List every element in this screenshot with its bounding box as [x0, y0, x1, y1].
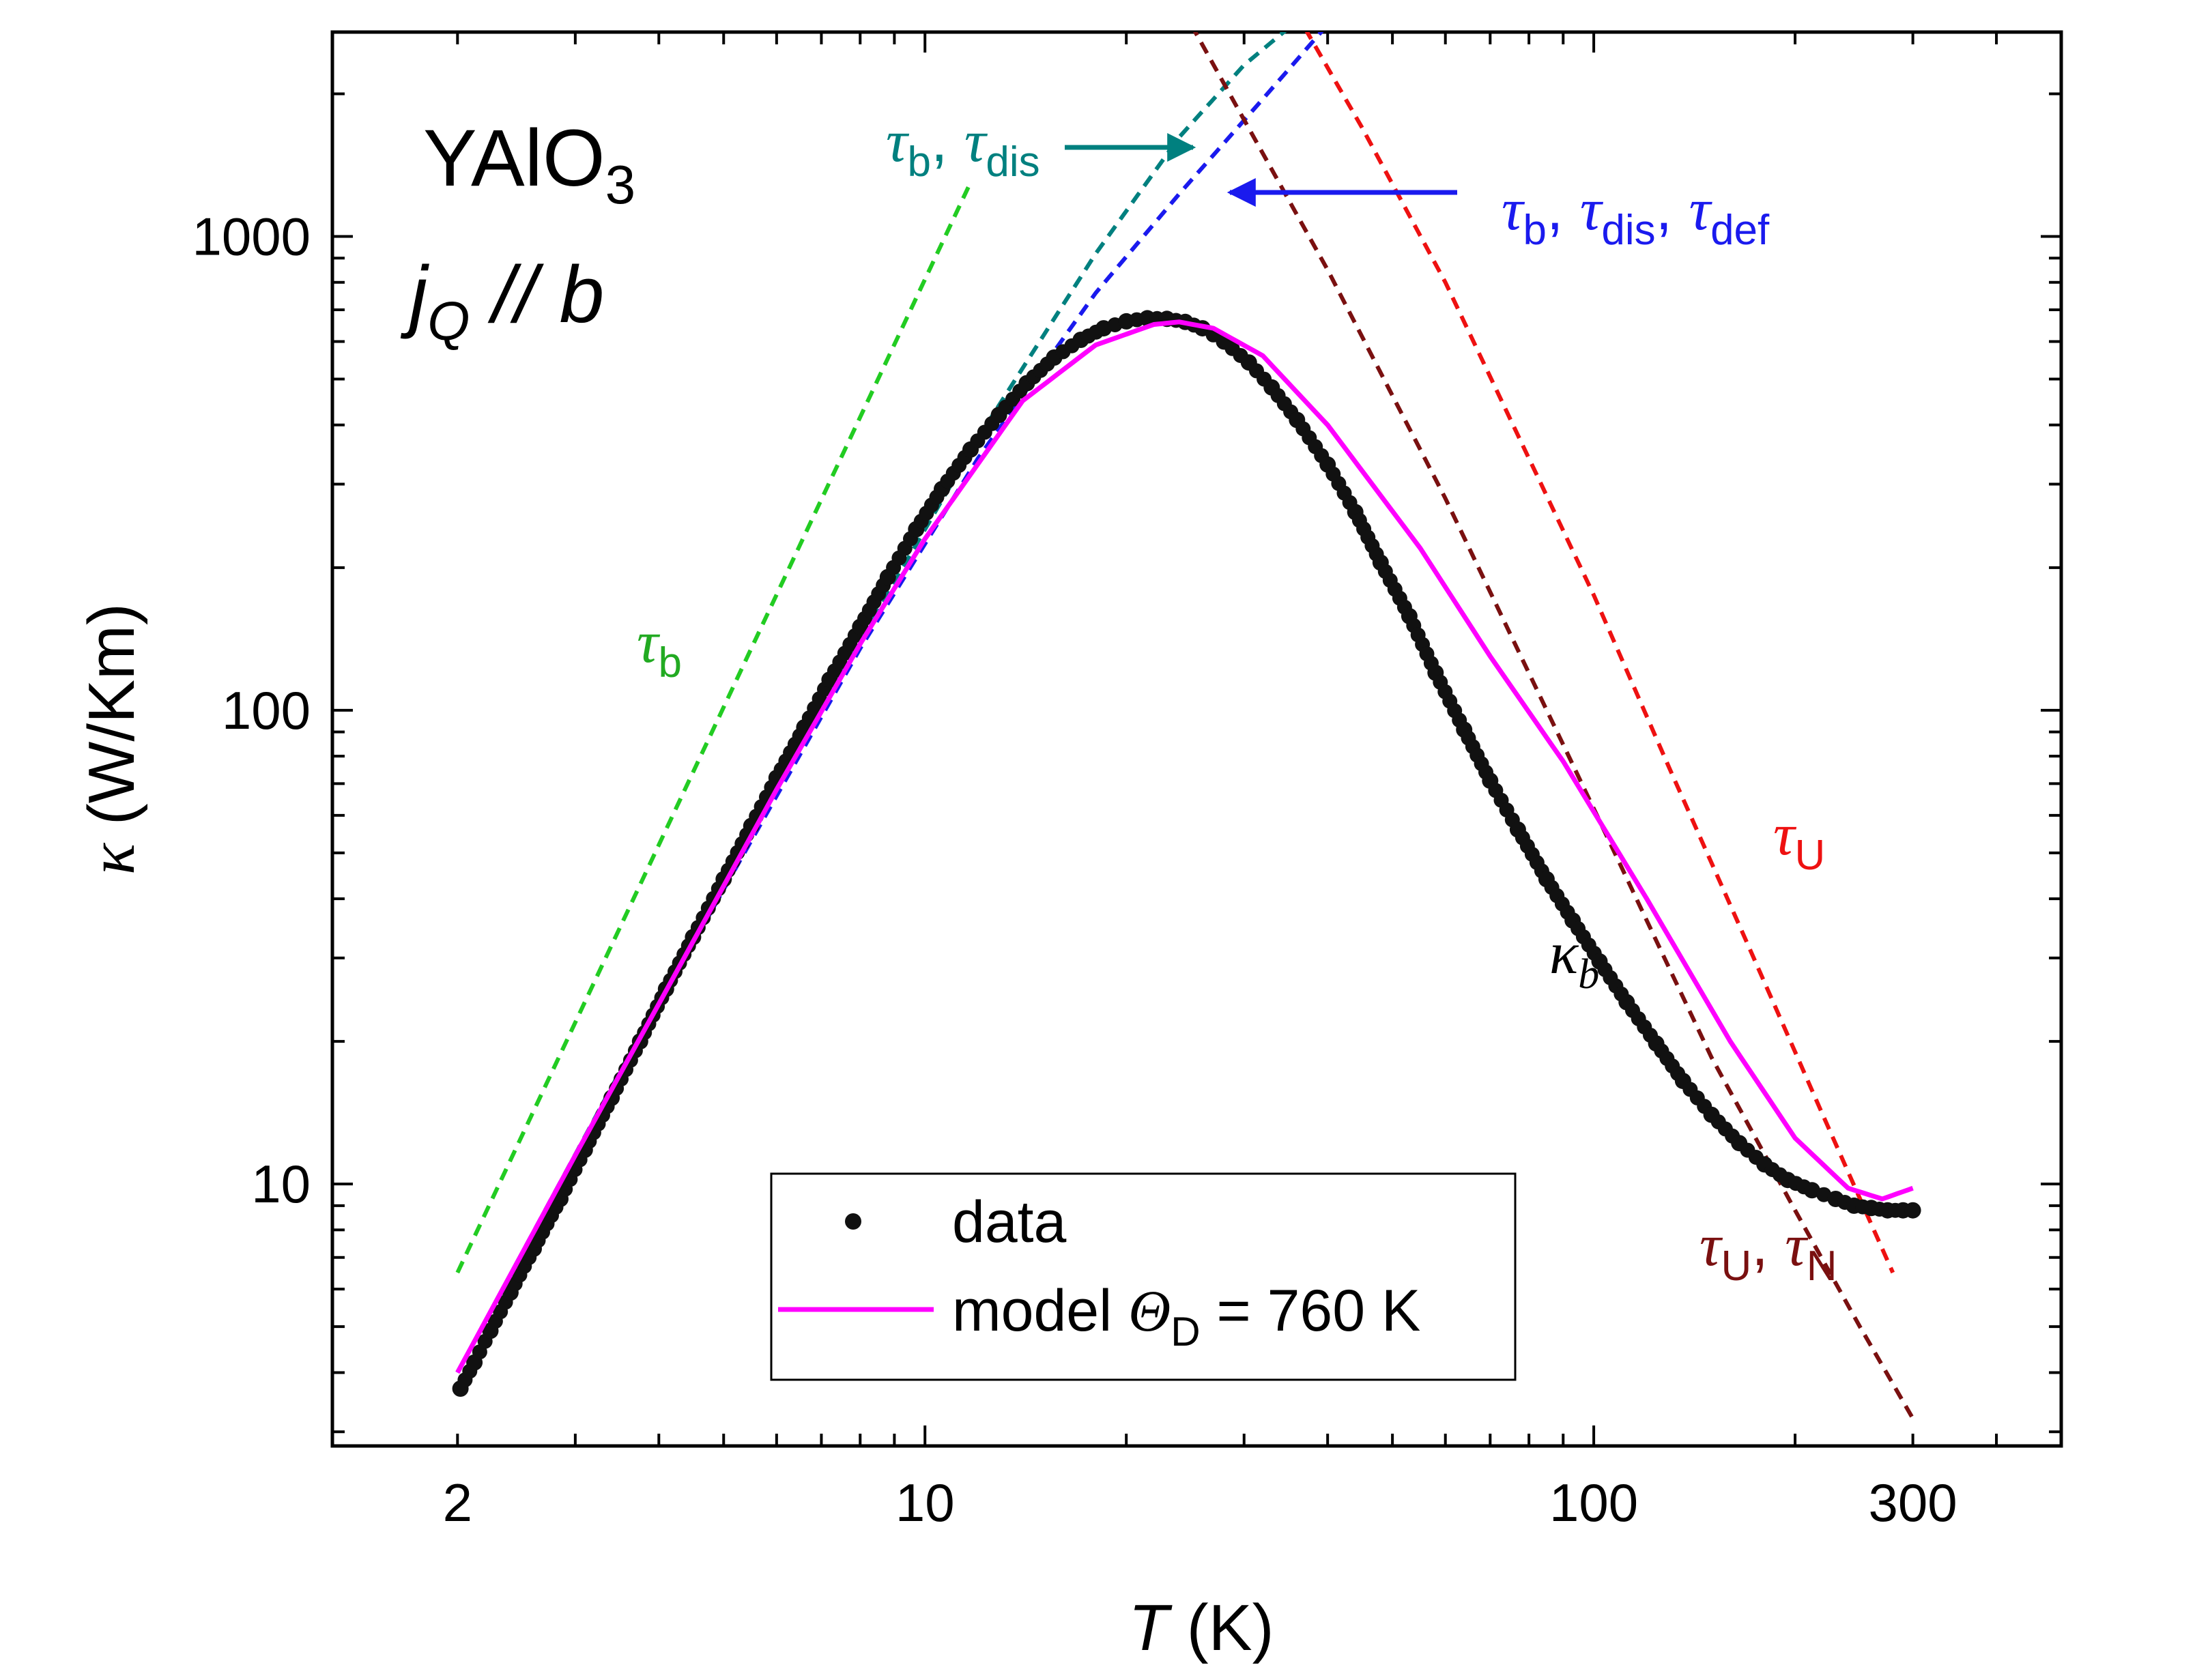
x-tick-label: 100: [1549, 1473, 1638, 1533]
x-tick-label: 300: [1869, 1473, 1957, 1533]
y-tick-label: 1000: [192, 207, 311, 267]
label-tau-b-dis-def: τb, τdis, τdef: [1502, 175, 1770, 254]
legend: data model ΘD = 760 K: [770, 1172, 1517, 1381]
y-tick-label: 100: [222, 680, 311, 740]
data-points: [452, 310, 1921, 1397]
y-axis-title: κ (W/Km): [75, 603, 148, 875]
label-tau-b: τb: [637, 609, 682, 686]
legend-model-label: model ΘD = 760 K: [952, 1278, 1420, 1355]
series-tau-b-line: [455, 182, 973, 1274]
series-tau-b-dis-def-line: [455, 32, 1324, 1374]
plot-area: [452, 32, 1921, 1420]
data-point: [1803, 1182, 1820, 1199]
label-tau-U: τU: [1773, 802, 1825, 879]
series-tau-U-N-line: [1192, 32, 1915, 1420]
sample-direction: jQ // b: [400, 250, 604, 351]
x-axis-title: T (K): [1128, 1591, 1274, 1664]
legend-box: [770, 1172, 1517, 1381]
x-tick-label: 10: [895, 1473, 955, 1533]
series-model-line: [455, 319, 1914, 1374]
series-tau-b-dis-line: [455, 32, 1287, 1374]
y-tick-label: 10: [251, 1154, 311, 1214]
label-kappa-b: κb: [1549, 921, 1599, 998]
sample-formula: YAlO3: [423, 113, 635, 215]
label-tau-U-N: τU, τN: [1699, 1211, 1837, 1290]
data-point: [1904, 1202, 1921, 1219]
legend-data-label: data: [952, 1189, 1067, 1255]
series-tau-U-line: [1304, 32, 1895, 1274]
axis-ticks: 2 10 100 300 10 100 1000: [192, 32, 2063, 1533]
legend-data-marker: [845, 1213, 861, 1230]
x-tick-label: 2: [443, 1473, 472, 1533]
label-tau-b-dis: τb, τdis: [886, 106, 1040, 186]
